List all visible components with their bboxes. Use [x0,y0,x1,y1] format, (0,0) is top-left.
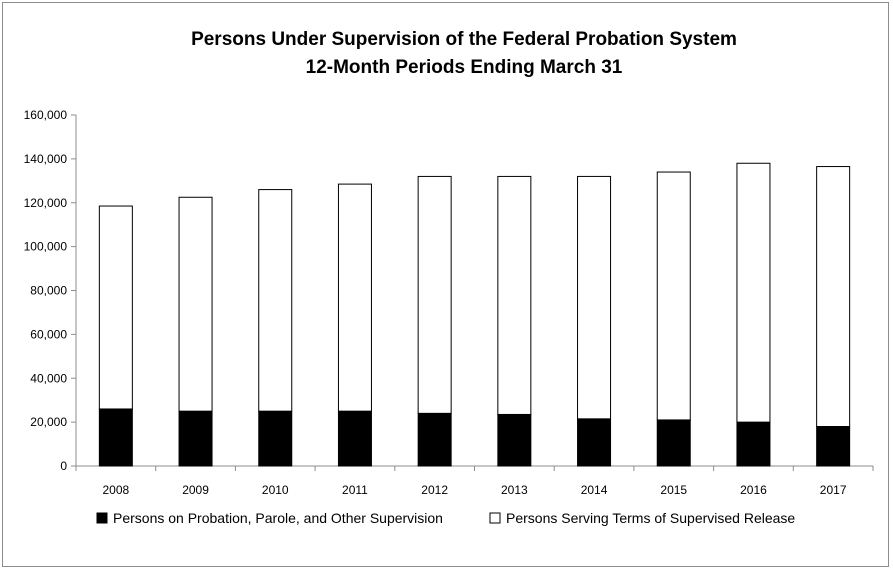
x-tick-label: 2015 [660,483,687,497]
y-tick-label: 140,000 [24,152,68,166]
x-axis: 2008 2009 2010 2011 2012 2013 2014 2015 2016 2017 [75,465,874,497]
legend-swatch [96,512,108,524]
x-tick-label: 2013 [501,483,528,497]
bar-supervised-release [178,196,213,412]
bar-supervised-release [497,175,532,415]
y-tick-label: 0 [60,459,67,473]
x-tick-label: 2016 [740,483,767,497]
bar-supervised-release [656,171,691,421]
bar-probation-parole [258,410,293,467]
bar-probation-parole [417,412,452,467]
x-tick-label: 2011 [342,483,368,497]
x-tick-label: 2009 [182,483,209,497]
legend-swatch [489,512,501,524]
y-tick-label: 80,000 [30,284,67,298]
bar-probation-parole [337,410,372,467]
bar-supervised-release [736,162,771,423]
bar-supervised-release [417,175,452,414]
chart-title: Persons Under Supervision of the Federal… [191,29,737,50]
legend-label: Persons Serving Terms of Supervised Rele… [506,510,795,526]
chart-frame: Persons Under Supervision of the Federal… [2,2,889,567]
bar-probation-parole [178,410,213,467]
y-tick-label: 40,000 [30,371,67,385]
y-tick-label: 160,000 [24,108,68,122]
y-tick-label: 20,000 [30,415,67,429]
bar-supervised-release [258,189,293,412]
bar-chart: Persons Under Supervision of the Federal… [24,29,874,526]
chart-subtitle: 12-Month Periods Ending March 31 [306,57,623,78]
legend-label: Persons on Probation, Parole, and Other … [113,510,443,526]
y-tick-label: 100,000 [24,240,68,254]
y-tick-label: 120,000 [24,196,68,210]
x-tick-label: 2017 [820,483,847,497]
bar-supervised-release [577,175,612,420]
x-tick-label: 2012 [421,483,448,497]
bars [98,162,851,467]
bar-supervised-release [816,166,851,428]
bar-probation-parole [816,426,851,467]
bar-supervised-release [98,205,133,410]
bar-probation-parole [577,418,612,467]
y-axis: 0 20,000 40,000 60,000 80,000 100,000 120,000 1… [24,108,77,473]
x-tick-label: 2010 [262,483,289,497]
bar-probation-parole [656,419,691,467]
y-tick-label: 60,000 [30,327,67,341]
x-tick-label: 2014 [581,483,608,497]
bar-supervised-release [337,183,372,412]
bar-probation-parole [736,421,771,467]
x-tick-label: 2008 [102,483,129,497]
bar-probation-parole [497,413,532,467]
bar-probation-parole [98,408,133,467]
legend: Persons on Probation, Parole, and Other … [96,510,795,526]
